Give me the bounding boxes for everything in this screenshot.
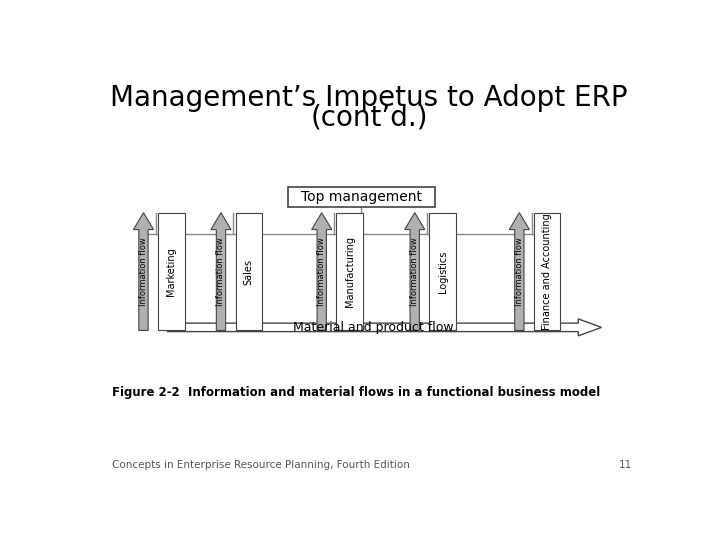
Polygon shape bbox=[405, 213, 425, 330]
Bar bbox=[336, 213, 363, 330]
Text: Manufacturing: Manufacturing bbox=[345, 236, 355, 307]
Text: Figure 2-2  Information and material flows in a functional business model: Figure 2-2 Information and material flow… bbox=[112, 386, 600, 399]
Text: Concepts in Enterprise Resource Planning, Fourth Edition: Concepts in Enterprise Resource Planning… bbox=[112, 460, 410, 470]
Text: Information flow: Information flow bbox=[139, 237, 148, 306]
Bar bbox=[158, 213, 184, 330]
Text: Information flow: Information flow bbox=[318, 237, 326, 306]
Text: Logistics: Logistics bbox=[438, 251, 448, 293]
Text: Material and product flow: Material and product flow bbox=[292, 321, 453, 334]
Text: Information flow: Information flow bbox=[217, 237, 225, 306]
Text: 11: 11 bbox=[619, 460, 632, 470]
Text: Management’s Impetus to Adopt ERP: Management’s Impetus to Adopt ERP bbox=[110, 84, 628, 112]
Polygon shape bbox=[312, 213, 332, 330]
Text: Information flow: Information flow bbox=[410, 237, 419, 306]
Polygon shape bbox=[133, 213, 153, 330]
Text: Information flow: Information flow bbox=[515, 237, 524, 306]
Polygon shape bbox=[168, 319, 601, 336]
Bar bbox=[429, 213, 456, 330]
Text: Marketing: Marketing bbox=[166, 247, 176, 296]
Polygon shape bbox=[211, 213, 231, 330]
Text: Finance and Accounting: Finance and Accounting bbox=[542, 213, 552, 330]
Polygon shape bbox=[509, 213, 529, 330]
Bar bbox=[235, 213, 262, 330]
Text: Top management: Top management bbox=[301, 190, 422, 204]
Text: (cont’d.): (cont’d.) bbox=[310, 103, 428, 131]
Bar bbox=[287, 187, 435, 207]
Text: Sales: Sales bbox=[244, 259, 254, 285]
Bar bbox=[534, 213, 560, 330]
